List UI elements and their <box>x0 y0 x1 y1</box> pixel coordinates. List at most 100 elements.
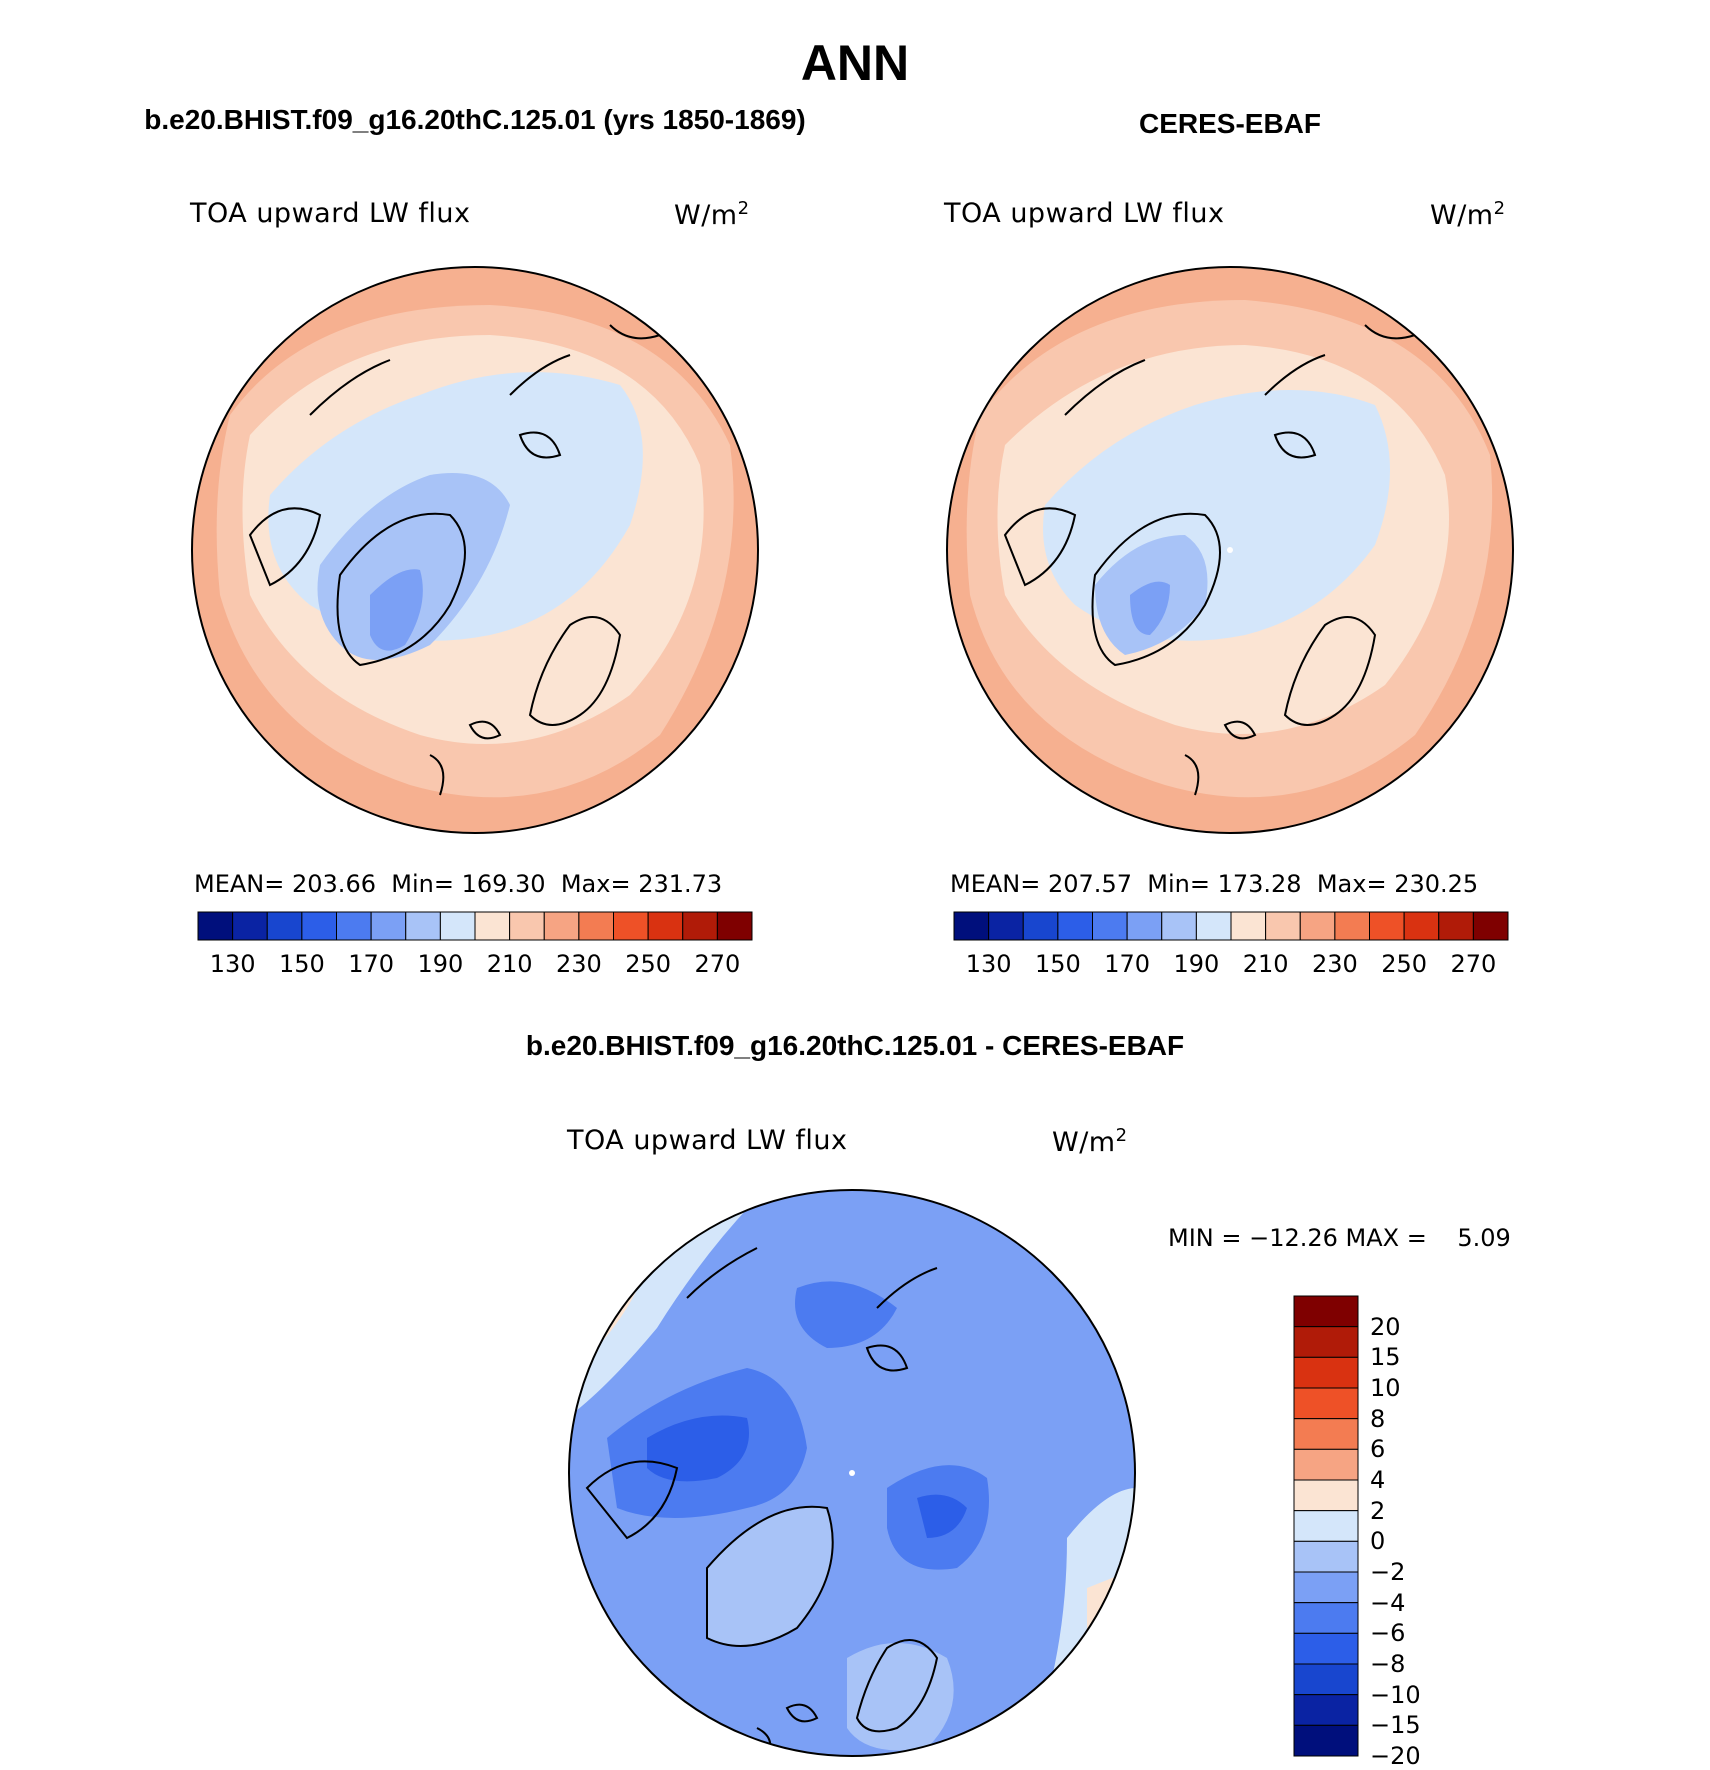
panel1-mean-label: MEAN= <box>194 870 285 898</box>
panel1-colorbar-tick-label: 150 <box>278 950 325 978</box>
panel3-colorbar-swatch <box>1293 1540 1359 1573</box>
panel3-pole-dot <box>849 1470 855 1476</box>
panel2-colder-zone <box>1130 581 1170 635</box>
panel1-mean-value: 203.66 <box>292 870 376 898</box>
panel3-colorbar-swatch <box>1293 1295 1359 1328</box>
panel2-colorbar-tick-label: 210 <box>1242 950 1289 978</box>
panel3-colorbar-ticks: 20 15 10 8 6 4 2 0 −2 −4 −6 −8 −10 −15 −20 <box>1370 1296 1450 1770</box>
panel2-mean-label: MEAN= <box>950 870 1041 898</box>
panel1-colorbar-ticks: 130 150 170 190 210 230 250 270 <box>198 950 752 980</box>
panel1-colorbar-swatch <box>336 911 372 941</box>
panel1-coastlines <box>248 324 661 796</box>
panel3-colorbar-swatch <box>1293 1510 1359 1542</box>
panel3-map <box>568 1189 1136 1757</box>
panel2-colorbar-swatch <box>1195 911 1232 941</box>
panel2-pole-dot <box>1227 547 1233 553</box>
panel3-colorbar-tick-label: −8 <box>1370 1650 1406 1678</box>
panel3-colorbar-tick-label: −20 <box>1370 1742 1421 1770</box>
panel3-colorbar-swatch <box>1293 1602 1359 1634</box>
panel1-colder-zone <box>370 569 423 651</box>
panel3-colorbar-tick-label: −4 <box>1370 1588 1406 1617</box>
panel2-colorbar-tick-label: 270 <box>1450 950 1497 978</box>
panel1-colorbar-swatch <box>439 911 476 941</box>
panel1-colorbar-swatch <box>716 911 753 941</box>
panel3-units-base: W/m <box>1052 1127 1116 1158</box>
panel1-units-base: W/m <box>674 200 738 231</box>
panel1-colorbar-swatch <box>647 911 684 941</box>
panel2-colorbar-tick-label: 150 <box>1034 950 1081 978</box>
panel3-colorbar-swatch <box>1293 1387 1359 1420</box>
panel3-colorbar-tick-label: 4 <box>1370 1466 1386 1494</box>
panel3-units-label: W/m2 <box>1052 1125 1128 1158</box>
panel3-colorbar-swatch <box>1293 1326 1359 1358</box>
panel3-minmax: MIN = −12.26 MAX = 5.09 <box>1168 1224 1511 1252</box>
panel3-colorbar-tick-label: 10 <box>1370 1374 1401 1402</box>
panel2-colorbar-tick-label: 250 <box>1381 950 1428 978</box>
panel3-colorbar-swatch <box>1293 1448 1359 1481</box>
panel2-colorbar-swatch <box>1230 911 1267 941</box>
panel2-max-value: 230.25 <box>1394 870 1479 898</box>
panel2-map <box>946 266 1514 834</box>
panel2-colorbar-swatch <box>1092 911 1128 941</box>
panel3-variable-label: TOA upward LW flux <box>567 1125 848 1156</box>
panel3-colorbar <box>1293 1295 1359 1757</box>
panel3-colorbar-tick-label: 6 <box>1370 1435 1386 1464</box>
panel3-colorbar-tick-label: 15 <box>1370 1343 1401 1372</box>
panel3-units-exponent: 2 <box>1115 1125 1128 1146</box>
panel1-colorbar-swatch <box>682 911 718 941</box>
panel3-colorbar-swatch <box>1293 1632 1359 1665</box>
panel2-coastlines <box>1003 324 1416 796</box>
panel2-colorbar-swatch <box>1472 911 1509 941</box>
panel2-colorbar-tick-label: 170 <box>1104 950 1151 978</box>
panel1-colorbar-swatch <box>474 911 511 941</box>
panel1-colorbar-tick-label: 170 <box>348 950 395 978</box>
panel2-colorbar-swatch <box>988 911 1024 941</box>
panel3-colorbar-swatch <box>1293 1479 1359 1512</box>
panel2-colorbar-swatch <box>1438 911 1474 941</box>
panel1-max-value: 231.73 <box>638 870 723 898</box>
panel2-colorbar-tick-label: 230 <box>1311 950 1358 978</box>
panel1-min-value: 169.30 <box>461 870 546 898</box>
panel1-cold-zone <box>317 473 510 660</box>
panel2-max-label: Max= <box>1316 870 1387 898</box>
panel3-colorbar-tick-label: 2 <box>1370 1496 1386 1525</box>
panel2-min-value: 173.28 <box>1217 870 1302 898</box>
panel3-colorbar-tick-label: −2 <box>1370 1558 1406 1586</box>
panel1-colorbar-tick-label: 210 <box>486 950 533 978</box>
panel1-map <box>191 266 759 834</box>
panel1-colorbar-swatch <box>509 911 545 941</box>
panel1-colorbar-swatch <box>266 911 303 941</box>
panel1-colorbar-tick-label: 130 <box>209 950 256 978</box>
page-title: ANN <box>800 35 910 91</box>
panel1-colorbar-swatch <box>301 911 337 941</box>
panel2-units-base: W/m <box>1430 200 1494 231</box>
panel2-variable-label: TOA upward LW flux <box>944 198 1225 229</box>
panel1-map-border <box>191 266 759 834</box>
panel2-units-exponent: 2 <box>1493 198 1506 219</box>
panel2-mean-value: 207.57 <box>1048 870 1132 898</box>
panel3-colorbar-swatch <box>1293 1663 1359 1696</box>
panel1-colorbar-tick-label: 230 <box>555 950 602 978</box>
panel3-darker-zone <box>647 1415 967 1538</box>
panel2-colorbar-tick-label: 190 <box>1173 950 1220 978</box>
panel2-colorbar-swatch <box>953 911 990 941</box>
panel2-units-label: W/m2 <box>1430 198 1506 231</box>
panel3-colorbar-tick-label: −6 <box>1370 1619 1406 1648</box>
panel2-colorbar <box>953 911 1509 941</box>
panel2-map-border <box>946 266 1514 834</box>
panel1-colorbar-swatch <box>232 911 268 941</box>
panel3-dark-zone <box>607 1281 989 1570</box>
panel1-stats: MEAN= 203.66 Min= 169.30 Max= 231.73 <box>194 870 722 898</box>
panel2-colorbar-swatch <box>1161 911 1197 941</box>
panel3-map-border <box>568 1189 1136 1757</box>
panel1-case-title: b.e20.BHIST.f09_g16.20thC.125.01 (yrs 18… <box>144 104 806 135</box>
panel1-colorbar-tick-label: 270 <box>694 950 741 978</box>
panel1-colorbar-tick-label: 250 <box>625 950 672 978</box>
panel3-case-title: b.e20.BHIST.f09_g16.20thC.125.01 - CERES… <box>525 1030 1185 1061</box>
panel2-min-label: Min= <box>1147 870 1210 898</box>
panel3-colorbar-swatch <box>1293 1724 1359 1757</box>
panel2-colorbar-swatch <box>1369 911 1405 941</box>
panel1-min-label: Min= <box>391 870 454 898</box>
panel3-colorbar-swatch <box>1293 1694 1359 1726</box>
panel3-colorbar-tick-label: −15 <box>1370 1711 1421 1740</box>
